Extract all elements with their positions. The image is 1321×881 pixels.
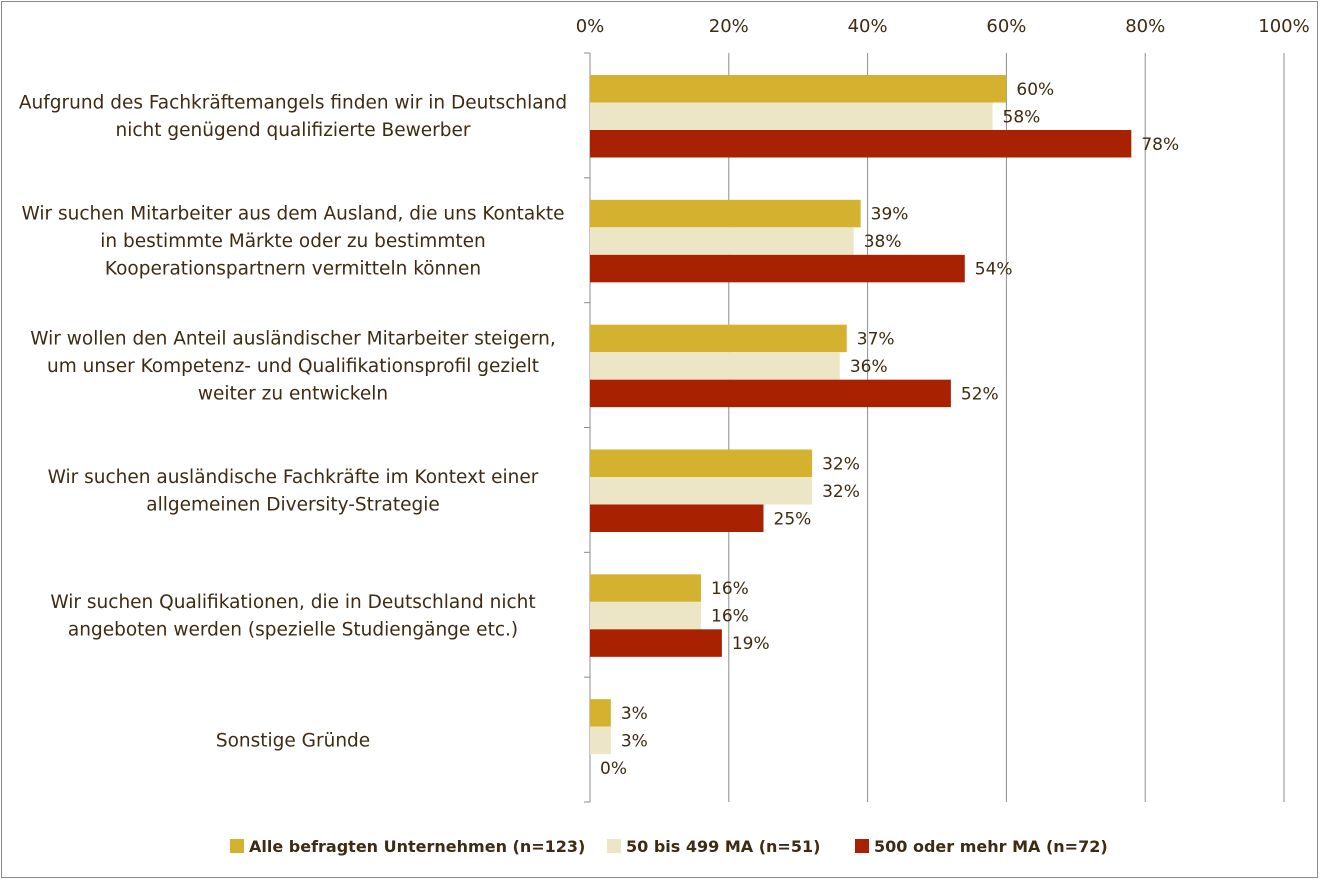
- data-label: 54%: [975, 260, 1013, 280]
- x-tick-label: 80%: [1125, 16, 1165, 37]
- category-label: um unser Kompetenz- und Qualifikationspr…: [47, 356, 539, 377]
- x-tick-label: 40%: [848, 16, 888, 37]
- data-label: 37%: [857, 329, 895, 349]
- legend-swatch: [230, 839, 244, 853]
- category-label: allgemeinen Diversity-Strategie: [146, 495, 440, 516]
- bar: [590, 574, 702, 602]
- category-label: Kooperationspartnern vermitteln können: [105, 259, 481, 280]
- bar: [590, 75, 1007, 103]
- category-label: Sonstige Gründe: [216, 730, 370, 751]
- legend-label: 500 oder mehr MA (n=72): [874, 837, 1108, 856]
- data-label: 52%: [961, 384, 999, 404]
- bar: [590, 324, 847, 353]
- data-label: 39%: [871, 205, 909, 225]
- data-label: 25%: [774, 509, 812, 529]
- x-tick-label: 20%: [709, 16, 749, 37]
- data-label: 3%: [621, 731, 648, 751]
- data-label: 78%: [1141, 135, 1179, 155]
- legend-swatch: [855, 839, 869, 853]
- data-label: 19%: [732, 634, 770, 654]
- data-label: 58%: [1003, 107, 1041, 127]
- bar: [590, 199, 861, 228]
- category-label: Aufgrund des Fachkräftemangels finden wi…: [19, 93, 567, 114]
- legend-label: 50 bis 499 MA (n=51): [626, 837, 820, 856]
- data-label: 16%: [711, 607, 749, 627]
- bar: [590, 726, 611, 755]
- bar: [590, 130, 1132, 158]
- x-tick-label: 0%: [576, 16, 605, 37]
- data-label: 38%: [864, 232, 902, 252]
- x-tick-label: 60%: [986, 16, 1026, 37]
- category-label: Wir suchen Qualifikationen, die in Deuts…: [50, 592, 535, 613]
- legend-swatch: [607, 839, 621, 853]
- bar: [590, 629, 722, 657]
- data-label: 0%: [600, 759, 627, 779]
- bar: [590, 379, 951, 408]
- bar: [590, 227, 854, 255]
- x-tick-label: 100%: [1258, 16, 1309, 37]
- data-label: 32%: [822, 482, 860, 502]
- data-label: 36%: [850, 357, 888, 377]
- data-label: 16%: [711, 579, 749, 599]
- bar: [590, 699, 611, 727]
- category-label: nicht genügend qualifizierte Bewerber: [116, 120, 471, 141]
- bar: [590, 477, 813, 505]
- category-label: in bestimmte Märkte oder zu bestimmten: [100, 231, 485, 252]
- bar: [590, 102, 993, 130]
- bar: [590, 254, 965, 283]
- bar: [590, 352, 840, 380]
- bar: [590, 601, 702, 630]
- data-label: 32%: [822, 454, 860, 474]
- category-label: angeboten werden (spezielle Studiengänge…: [68, 619, 518, 640]
- category-label: Wir suchen ausländische Fachkräfte im Ko…: [48, 467, 539, 488]
- legend-label: Alle befragten Unternehmen (n=123): [249, 837, 585, 856]
- bar: [590, 504, 764, 532]
- category-label: Wir wollen den Anteil ausländischer Mita…: [30, 328, 555, 349]
- category-label: Wir suchen Mitarbeiter aus dem Ausland, …: [21, 204, 564, 225]
- data-label: 3%: [621, 704, 648, 724]
- bar: [590, 449, 813, 477]
- category-label: weiter zu entwickeln: [198, 383, 388, 404]
- data-label: 60%: [1016, 80, 1054, 100]
